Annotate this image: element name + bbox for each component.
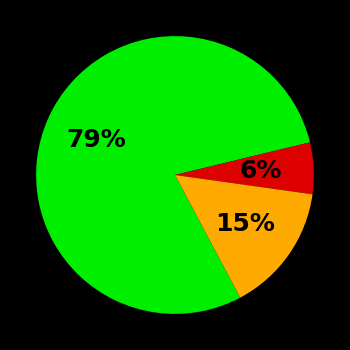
- Wedge shape: [175, 175, 313, 298]
- Text: 15%: 15%: [216, 212, 275, 236]
- Wedge shape: [36, 36, 310, 314]
- Text: 79%: 79%: [66, 128, 126, 152]
- Wedge shape: [175, 142, 314, 194]
- Text: 6%: 6%: [240, 159, 282, 183]
